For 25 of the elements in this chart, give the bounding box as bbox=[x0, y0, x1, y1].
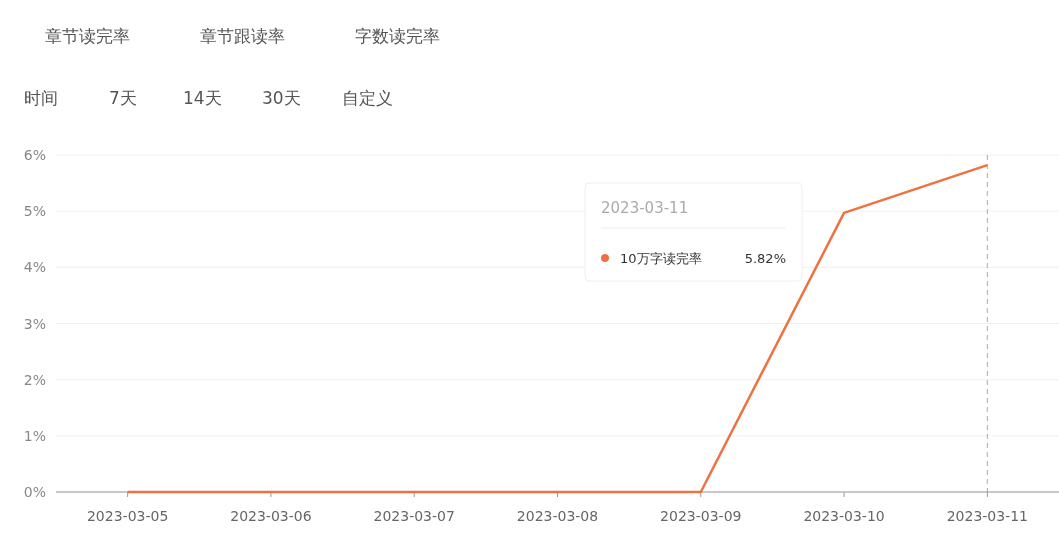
text: 7天 bbox=[109, 88, 137, 108]
y-tick-label: 5% bbox=[23, 203, 46, 220]
x-tick-label: 2023-03-08 bbox=[516, 508, 599, 524]
text: 字数读完率 bbox=[355, 26, 440, 46]
ref-line-label: 2023-03-11 bbox=[601, 199, 689, 217]
y-tick-label: 4% bbox=[23, 259, 46, 276]
text: 章节跟读率 bbox=[200, 26, 285, 46]
y-tick-label: 2% bbox=[23, 371, 46, 388]
text: 章节读完率 bbox=[45, 26, 130, 46]
y-tick-label: 6% bbox=[23, 147, 46, 163]
y-tick-label: 1% bbox=[23, 427, 46, 444]
text: 自定义 bbox=[342, 88, 393, 108]
y-tick-label: 3% bbox=[23, 315, 46, 332]
text: 时间 bbox=[24, 88, 58, 108]
x-tick-label: 2023-03-09 bbox=[660, 508, 742, 524]
y-tick-label: 0% bbox=[23, 484, 46, 500]
x-tick-label: 2023-03-07 bbox=[373, 508, 455, 524]
legend-label: 10万字读完率 bbox=[620, 251, 702, 266]
x-tick-label: 2023-03-06 bbox=[230, 508, 312, 524]
text: 14天 bbox=[183, 88, 222, 108]
annotation: 5.82% bbox=[744, 251, 786, 266]
x-tick-label: 2023-03-10 bbox=[803, 508, 885, 524]
x-tick-label: 2023-03-05 bbox=[86, 508, 169, 524]
text: 30天 bbox=[262, 88, 301, 108]
x-tick-label: 2023-03-11 bbox=[946, 508, 1029, 524]
